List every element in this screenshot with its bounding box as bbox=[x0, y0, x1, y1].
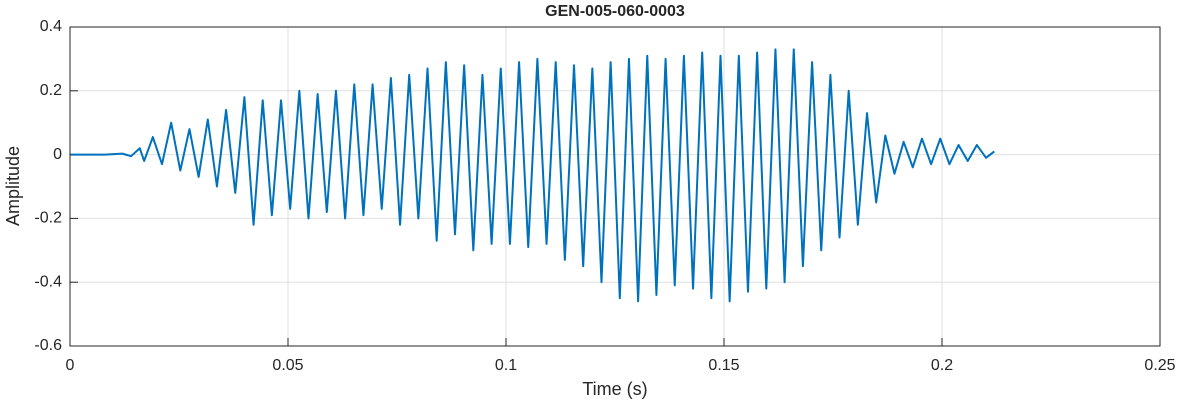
x-tick-label: 0.25 bbox=[1144, 357, 1175, 374]
x-tick-label: 0.2 bbox=[931, 357, 953, 374]
y-axis-label: Amplitude bbox=[3, 146, 23, 226]
chart-title: GEN-005-060-0003 bbox=[545, 3, 685, 20]
y-tick-label: -0.6 bbox=[34, 337, 62, 354]
x-tick-label: 0.1 bbox=[495, 357, 517, 374]
x-axis-label: Time (s) bbox=[582, 379, 647, 399]
x-tick-label: 0.15 bbox=[708, 357, 739, 374]
waveform-line bbox=[70, 48, 995, 303]
x-tick-label: 0.05 bbox=[272, 357, 303, 374]
axes-box bbox=[69, 26, 1161, 347]
y-tick-label: 0.2 bbox=[40, 82, 62, 99]
x-tick-label: 0 bbox=[66, 357, 75, 374]
y-tick-label: -0.2 bbox=[34, 210, 62, 227]
y-tick-label: 0.4 bbox=[40, 18, 62, 35]
y-tick-label: -0.4 bbox=[34, 273, 62, 290]
y-tick-label: 0 bbox=[53, 146, 62, 163]
